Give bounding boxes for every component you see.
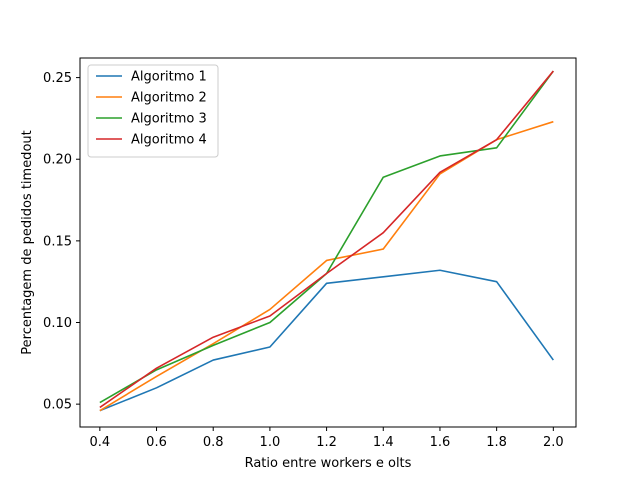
legend-label: Algoritmo 1	[131, 70, 207, 85]
plot-area	[99, 70, 554, 412]
x-tick-label: 0.4	[89, 435, 110, 450]
x-tick-label: 1.8	[486, 435, 507, 450]
x-axis-label: Ratio entre workers e olts	[245, 456, 412, 471]
series-line-algoritmo-4	[99, 70, 554, 409]
x-tick-label: 0.8	[203, 435, 224, 450]
legend-label: Algoritmo 3	[131, 112, 207, 127]
x-tick-label: 1.2	[316, 435, 337, 450]
x-tick-label: 0.6	[146, 435, 167, 450]
x-axis: 0.4 0.6 0.8 1.0 1.2 1.4 1.6 1.8 2.0	[89, 427, 564, 450]
x-tick-label: 2.0	[543, 435, 564, 450]
legend: Algoritmo 1 Algoritmo 2 Algoritmo 3 Algorit…	[87, 64, 219, 158]
y-tick-label: 0.25	[43, 71, 72, 86]
x-tick-label: 1.0	[260, 435, 281, 450]
x-tick-label: 1.6	[430, 435, 451, 450]
y-axis-label: Percentagem de pedidos timedout	[20, 130, 35, 354]
y-tick-label: 0.20	[43, 153, 72, 168]
y-tick-label: 0.05	[43, 398, 72, 413]
legend-box	[87, 64, 219, 158]
y-axis: 0.05 0.10 0.15 0.20 0.25	[43, 71, 80, 413]
plot-frame	[79, 57, 577, 428]
legend-label: Algoritmo 4	[131, 133, 207, 148]
legend-label: Algoritmo 2	[131, 91, 207, 106]
y-tick-label: 0.15	[43, 234, 72, 249]
series-line-algoritmo-1	[99, 269, 554, 412]
y-tick-label: 0.10	[43, 316, 72, 331]
x-tick-label: 1.4	[373, 435, 394, 450]
